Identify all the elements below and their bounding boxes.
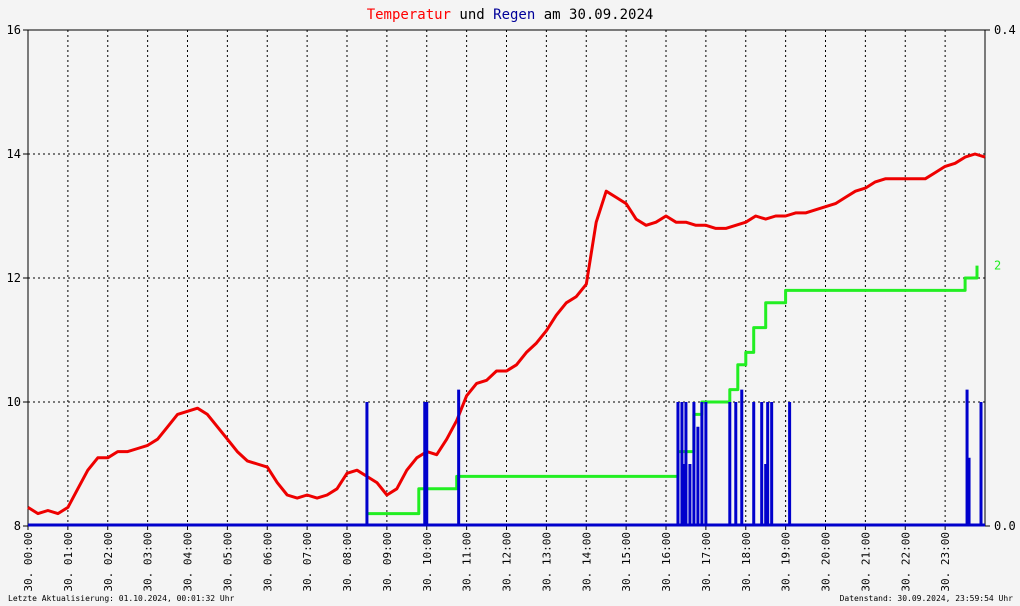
chart-title: Temperatur und Regen am 30.09.2024 [367, 7, 654, 23]
x-tick-label: 30. 17:00 [700, 532, 713, 592]
x-tick-label: 30. 23:00 [939, 532, 952, 592]
x-tick-label: 30. 16:00 [660, 532, 673, 592]
series-temperature [27, 152, 986, 516]
x-tick-label: 30. 21:00 [859, 532, 872, 592]
x-tick-label: 30. 07:00 [301, 532, 314, 592]
x-tick-label: 30. 22:00 [899, 532, 912, 592]
series-rain-rate [28, 389, 985, 527]
y-left-tick-label: 12 [7, 271, 21, 285]
x-tick-label: 30. 06:00 [261, 532, 274, 592]
x-tick-label: 30. 03:00 [142, 532, 155, 592]
title-date: am 30.09.2024 [535, 7, 653, 23]
x-tick-label: 30. 08:00 [341, 532, 354, 592]
series-group [27, 152, 986, 527]
series-rain-cumulative [366, 265, 979, 516]
x-tick-label: 30. 15:00 [620, 532, 633, 592]
footer-last-update: Letzte Aktualisierung: 01.10.2024, 00:01… [8, 594, 235, 603]
y-left-tick-label: 10 [7, 395, 21, 409]
y-left-tick-label: 8 [14, 519, 21, 533]
title-regen: Regen [493, 7, 535, 23]
x-tick-label: 30. 10:00 [421, 532, 434, 592]
y-right-tick-label: 0.0 [994, 519, 1016, 533]
x-tick-label: 30. 05:00 [221, 532, 234, 592]
x-tick-label: 30. 18:00 [740, 532, 753, 592]
x-tick-label: 30. 20:00 [820, 532, 833, 592]
footer-data-status: Datenstand: 30.09.2024, 23:59:54 Uhr [840, 594, 1014, 603]
rain-end-label: 2 [994, 259, 1001, 273]
x-tick-label: 30. 14:00 [580, 532, 593, 592]
x-tick-label: 30. 04:00 [182, 532, 195, 592]
x-tick-label: 30. 19:00 [780, 532, 793, 592]
x-tick-label: 30. 13:00 [540, 532, 553, 592]
tick-labels: 8 10 12 14 16 0.0 0.4 30. 00:00 30. 01:00 30. 02:… [7, 23, 1016, 592]
x-tick-label: 30. 12:00 [501, 532, 514, 592]
y-left-tick-label: 16 [7, 23, 21, 37]
title-temperatur: Temperatur [367, 7, 451, 23]
x-tick-label: 30. 09:00 [381, 532, 394, 592]
x-tick-label: 30. 11:00 [461, 532, 474, 592]
y-left-tick-label: 14 [7, 147, 21, 161]
x-tick-label: 30. 01:00 [62, 532, 75, 592]
grid-lines [28, 30, 985, 526]
title-und: und [451, 7, 493, 23]
x-tick-label: 30. 00:00 [22, 532, 35, 592]
x-tick-label: 30. 02:00 [102, 532, 115, 592]
y-right-tick-label: 0.4 [994, 23, 1016, 37]
